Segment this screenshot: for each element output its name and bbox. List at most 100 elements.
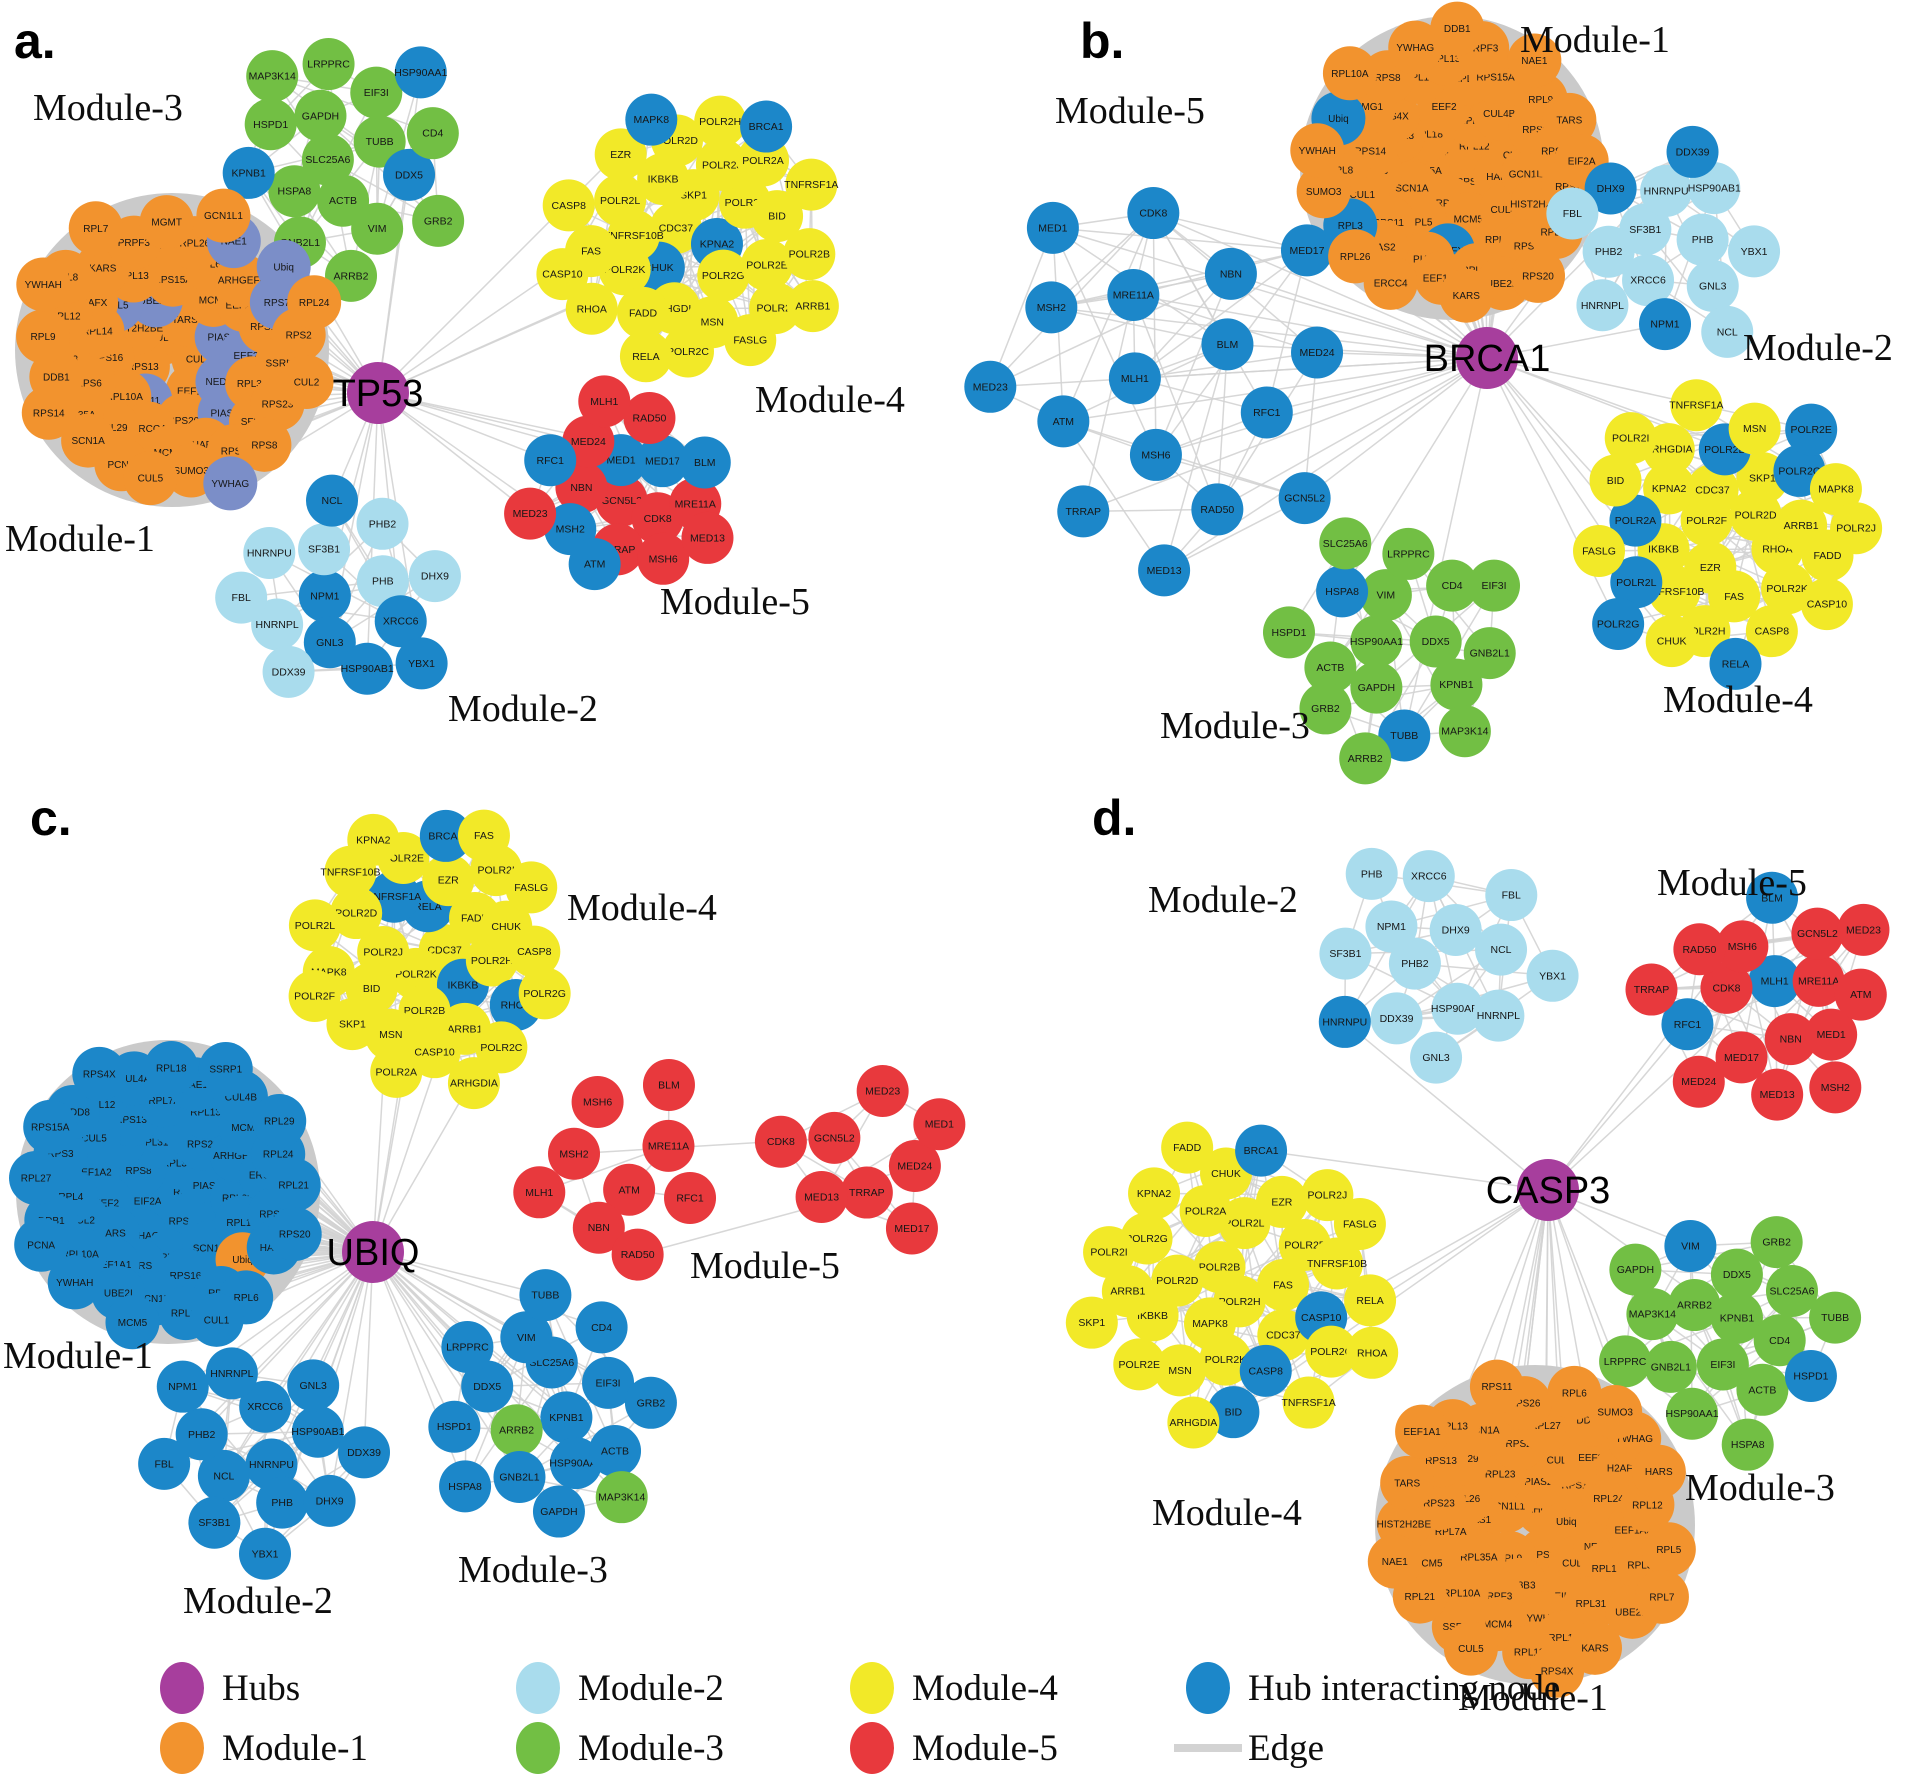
node-ATM[interactable] <box>568 538 621 591</box>
node-GCN1L1[interactable] <box>196 188 251 243</box>
node-NBN[interactable] <box>1764 1013 1817 1066</box>
node-CASP8[interactable] <box>508 925 561 978</box>
node-POLR2C[interactable] <box>661 325 714 378</box>
node-YWHAH[interactable] <box>1290 123 1345 178</box>
node-TNFRSF1A[interactable] <box>1670 379 1723 432</box>
node-YWHAG[interactable] <box>203 456 258 511</box>
node-YWHAH[interactable] <box>47 1255 102 1310</box>
node-CDK8[interactable] <box>1127 187 1180 240</box>
node-MED13[interactable] <box>681 511 734 564</box>
node-MRE11A[interactable] <box>1792 954 1845 1007</box>
node-BID[interactable] <box>1589 454 1642 507</box>
node-POLR2C[interactable] <box>1305 1325 1358 1378</box>
node-BLM[interactable] <box>678 436 731 489</box>
node-CDK8[interactable] <box>754 1115 807 1168</box>
node-YBX1[interactable] <box>395 637 448 690</box>
node-TUBB[interactable] <box>519 1269 572 1322</box>
node-POLR2C[interactable] <box>475 1021 528 1074</box>
node-ACTB[interactable] <box>1304 641 1357 694</box>
node-CDK8[interactable] <box>1700 961 1753 1014</box>
node-DDX5[interactable] <box>461 1360 514 1413</box>
node-RPL24[interactable] <box>287 275 342 330</box>
node-MAP3K14[interactable] <box>1626 1288 1679 1341</box>
node-BRCA1[interactable] <box>1235 1124 1288 1177</box>
node-POLR2G[interactable] <box>1592 597 1645 650</box>
node-CD4[interactable] <box>575 1301 628 1354</box>
node-LRPPRC[interactable] <box>441 1320 494 1373</box>
node-RPS8[interactable] <box>237 417 292 472</box>
node-POLR2K[interactable] <box>1199 1333 1252 1386</box>
node-RPL10A[interactable] <box>1322 46 1377 101</box>
node-GRB2[interactable] <box>624 1376 677 1429</box>
node-RPL7[interactable] <box>1634 1569 1689 1624</box>
hub-UBIQ[interactable] <box>342 1221 404 1283</box>
node-POLR2A[interactable] <box>1609 494 1662 547</box>
node-FADD[interactable] <box>617 286 670 339</box>
node-POLR2I[interactable] <box>1083 1226 1136 1279</box>
node-CHUK[interactable] <box>1645 615 1698 668</box>
node-RFC1[interactable] <box>1661 998 1714 1051</box>
node-SUMO3[interactable] <box>1588 1385 1643 1440</box>
node-POLR2E[interactable] <box>1113 1338 1166 1391</box>
node-MSH2[interactable] <box>1025 281 1078 334</box>
node-PHB[interactable] <box>1676 213 1729 266</box>
node-TARS[interactable] <box>1542 92 1597 147</box>
node-TNFRSF1A[interactable] <box>1282 1376 1335 1429</box>
node-MED17[interactable] <box>636 435 689 488</box>
node-GNL3[interactable] <box>303 616 356 669</box>
node-RAD50[interactable] <box>611 1228 664 1281</box>
node-NPM1[interactable] <box>1365 900 1418 953</box>
node-DDX39[interactable] <box>1370 992 1423 1045</box>
node-POLR2F[interactable] <box>288 970 341 1023</box>
node-MSN[interactable] <box>1154 1344 1207 1397</box>
node-FASLG[interactable] <box>505 861 558 914</box>
node-KARS[interactable] <box>1439 268 1494 323</box>
node-HSPD1[interactable] <box>428 1400 481 1453</box>
node-YBX1[interactable] <box>1728 225 1781 278</box>
node-XRCC6[interactable] <box>374 595 427 648</box>
node-NAE1[interactable] <box>1507 33 1562 88</box>
node-BRCA1[interactable] <box>419 809 472 862</box>
node-KPNB1[interactable] <box>540 1391 593 1444</box>
node-XRCC6[interactable] <box>1402 850 1455 903</box>
node-CUL5[interactable] <box>123 451 178 506</box>
node-EIF3I[interactable] <box>582 1356 635 1409</box>
node-FASLG[interactable] <box>1333 1198 1386 1251</box>
node-GAPDH[interactable] <box>1350 661 1403 714</box>
node-HSP90AB1[interactable] <box>291 1405 344 1458</box>
hub-BRCA1[interactable] <box>1456 327 1518 389</box>
node-FBL[interactable] <box>138 1437 191 1490</box>
node-CD4[interactable] <box>1753 1314 1806 1367</box>
node-Ubiq[interactable] <box>256 239 311 294</box>
node-GRB2[interactable] <box>412 194 465 247</box>
node-POLR2J[interactable] <box>695 138 748 191</box>
node-SF3B1[interactable] <box>1319 927 1372 980</box>
node-TRRAP[interactable] <box>1625 963 1678 1016</box>
node-ACTB[interactable] <box>589 1424 642 1477</box>
node-HNRNPL[interactable] <box>1472 989 1525 1042</box>
node-KPNB1[interactable] <box>222 146 275 199</box>
node-SKP1[interactable] <box>326 998 379 1051</box>
node-MSH6[interactable] <box>637 532 690 585</box>
node-POLR2B[interactable] <box>1193 1241 1246 1294</box>
node-BID[interactable] <box>751 190 804 243</box>
node-RPL29[interactable] <box>252 1094 307 1149</box>
hub-TP53[interactable] <box>347 362 409 424</box>
node-FASLG[interactable] <box>724 314 777 367</box>
node-RPS4X[interactable] <box>72 1046 127 1101</box>
node-RPL5[interactable] <box>1641 1522 1696 1577</box>
node-HNRNPU[interactable] <box>243 526 296 579</box>
node-RPL7[interactable] <box>68 201 123 256</box>
node-POLR2A[interactable] <box>370 1045 423 1098</box>
node-RFC1[interactable] <box>664 1171 717 1224</box>
node-MSH6[interactable] <box>1716 920 1769 973</box>
node-MCM5[interactable] <box>105 1295 160 1350</box>
node-HSP90AA1[interactable] <box>549 1437 602 1490</box>
node-TUBB[interactable] <box>353 115 406 168</box>
node-RPL27[interactable] <box>9 1151 64 1206</box>
node-BID[interactable] <box>1207 1386 1260 1439</box>
node-POLR2G[interactable] <box>697 249 750 302</box>
node-POLR2L[interactable] <box>288 899 341 952</box>
node-NBN[interactable] <box>572 1201 625 1254</box>
node-DDX39[interactable] <box>338 1426 391 1479</box>
